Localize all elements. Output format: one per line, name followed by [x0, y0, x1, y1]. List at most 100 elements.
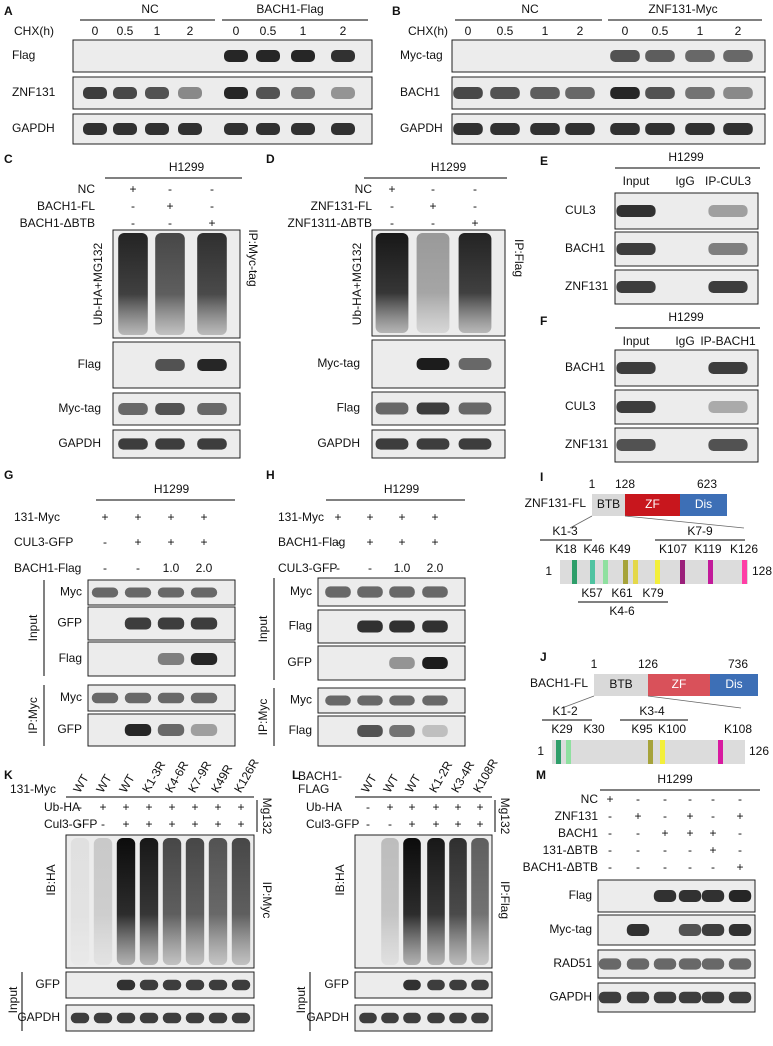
band	[653, 890, 677, 902]
row-label: GAPDH	[317, 436, 360, 450]
condition-mark: +	[134, 535, 141, 549]
condition-label: 131-Myc	[278, 510, 324, 524]
band	[162, 979, 182, 991]
time-label: 0.5	[117, 24, 134, 38]
site-label: K107	[659, 542, 687, 556]
header: H1299	[668, 310, 704, 324]
site-stripe	[623, 560, 628, 584]
band	[91, 692, 119, 704]
band	[145, 123, 169, 135]
condition-mark: -	[366, 800, 370, 814]
label: Mg132	[260, 798, 274, 835]
row-label: Myc-tag	[317, 356, 360, 370]
band	[231, 979, 251, 991]
condition-mark: +	[661, 826, 668, 840]
panel-letter: D	[266, 152, 275, 166]
band	[208, 1012, 228, 1024]
condition-mark: +	[168, 817, 175, 831]
condition-label: Cul3-GFP	[306, 817, 359, 831]
site-stripe	[556, 740, 561, 764]
domain	[594, 674, 648, 696]
label: IP:Myc	[26, 697, 40, 734]
condition-mark: +	[432, 800, 439, 814]
band	[256, 123, 280, 135]
condition-mark: -	[608, 860, 612, 874]
label: IP:Flag	[498, 881, 512, 919]
condition-label: ZNF131	[555, 809, 599, 823]
row-label: Flag	[289, 723, 312, 737]
panel-letter: L	[292, 768, 299, 782]
condition-mark: -	[388, 817, 392, 831]
band	[190, 587, 218, 598]
condition-mark: -	[210, 182, 214, 196]
row-label: Myc-tag	[400, 48, 443, 62]
column-label: IP-CUL3	[705, 174, 751, 188]
column-label: WT	[402, 771, 424, 795]
time-label: 2	[187, 24, 194, 38]
band	[389, 620, 415, 633]
smear	[70, 838, 90, 965]
band	[70, 1012, 90, 1024]
protein-name: ZNF131-FL	[525, 496, 587, 510]
condition-mark: +	[398, 535, 405, 549]
time-label: 2	[577, 24, 584, 38]
row-label: GAPDH	[58, 436, 101, 450]
site-label: K18	[555, 542, 577, 556]
condition-mark: -	[663, 843, 667, 857]
band	[359, 1012, 377, 1024]
time-label: 1	[154, 24, 161, 38]
header-label: BACH1-	[298, 769, 342, 783]
condition-mark: +	[606, 792, 613, 806]
condition-mark: -	[636, 860, 640, 874]
domain-label: ZF	[672, 677, 687, 691]
condition-mark: -	[336, 561, 340, 575]
band	[685, 87, 715, 99]
band	[598, 991, 622, 1004]
band	[626, 958, 650, 970]
label: 1	[537, 744, 544, 758]
band	[357, 586, 383, 598]
band	[708, 362, 748, 374]
band	[530, 123, 560, 135]
condition-mark: +	[101, 510, 108, 524]
time-label: 0	[465, 24, 472, 38]
band	[616, 401, 656, 413]
condition-mark: -	[688, 843, 692, 857]
band	[124, 724, 152, 736]
band	[190, 724, 218, 736]
label: Input	[294, 986, 308, 1013]
blot	[354, 834, 493, 969]
column-label: K126R	[231, 756, 262, 795]
condition-mark: -	[738, 843, 742, 857]
condition-label: BACH1-ΔBTB	[523, 860, 598, 874]
band	[389, 586, 415, 598]
condition-mark: -	[336, 535, 340, 549]
band	[416, 402, 450, 415]
band	[458, 438, 492, 450]
smear	[116, 838, 136, 965]
band	[155, 403, 185, 415]
header: H1299	[657, 772, 693, 786]
label: 126	[638, 657, 658, 671]
label: 128	[615, 477, 635, 491]
band	[157, 587, 185, 598]
header: H1299	[384, 482, 420, 496]
band	[381, 1012, 399, 1024]
column-label: WT	[380, 771, 402, 795]
site-label: K57	[581, 586, 603, 600]
condition-mark: -	[210, 199, 214, 213]
label: K7-9	[687, 524, 713, 538]
condition-label: ZNF1311-ΔBTB	[288, 216, 372, 230]
blot	[72, 39, 373, 73]
row-label: GFP	[57, 616, 82, 630]
condition-label: BACH1	[558, 826, 598, 840]
column-label: IgG	[675, 334, 694, 348]
condition-label: Cul3-GFP	[44, 817, 97, 831]
condition-mark: +	[237, 800, 244, 814]
band	[490, 123, 520, 135]
condition-mark: +	[208, 216, 215, 230]
band	[124, 587, 152, 598]
site-stripe	[680, 560, 685, 584]
condition-mark: -	[711, 809, 715, 823]
time-label: 0	[233, 24, 240, 38]
